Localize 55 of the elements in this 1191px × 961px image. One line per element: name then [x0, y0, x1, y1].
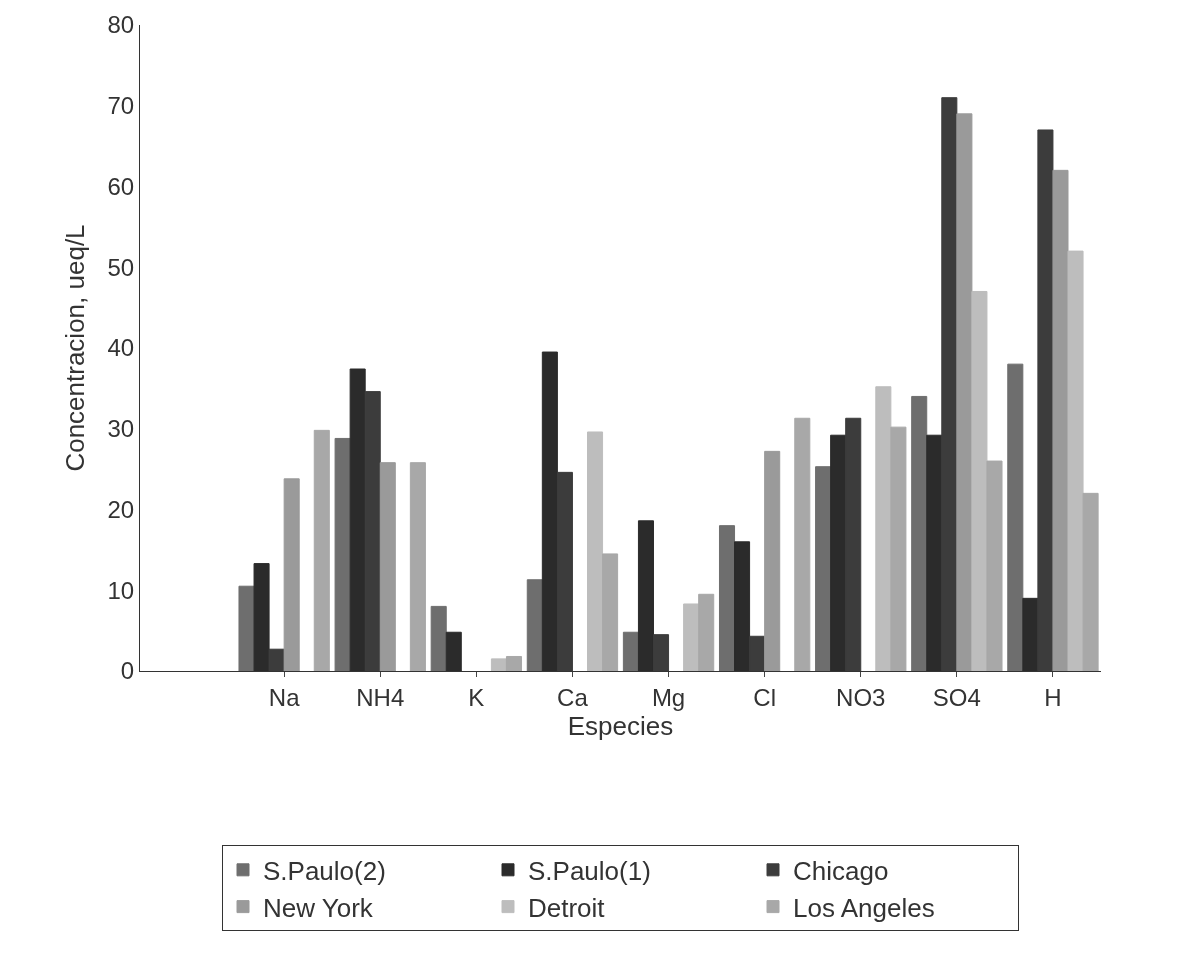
bar	[764, 450, 781, 671]
bar	[283, 478, 300, 671]
bar	[526, 579, 543, 671]
bar	[1067, 250, 1084, 671]
y-tick-label: 10	[107, 576, 135, 604]
bar	[409, 462, 426, 671]
bar	[313, 429, 330, 671]
bar	[718, 525, 736, 671]
x-axis-title: Especies	[567, 710, 674, 741]
x-tick-label: Cl	[753, 683, 776, 711]
legend-label: S.Paulo(1)	[528, 855, 651, 886]
bar	[986, 460, 1003, 671]
y-tick-label: 0	[120, 657, 135, 685]
bar	[890, 426, 907, 671]
bar	[505, 655, 523, 671]
bar	[587, 431, 604, 671]
legend-label: Chicago	[793, 855, 889, 886]
x-tick-label: NO3	[836, 683, 886, 711]
y-tick-label: 30	[107, 415, 135, 443]
legend-label: S.Paulo(2)	[263, 855, 386, 886]
x-tick-label: SO4	[932, 683, 981, 711]
bar	[794, 417, 811, 671]
x-tick-label: Na	[268, 683, 301, 711]
x-tick-label: H	[1044, 683, 1062, 711]
bar	[1082, 492, 1099, 671]
x-tick-label: K	[468, 683, 485, 711]
bar	[1052, 169, 1069, 671]
y-tick-label: 60	[107, 172, 135, 200]
legend-label: Detroit	[528, 892, 606, 923]
bar	[698, 593, 715, 671]
x-tick-label: Ca	[557, 683, 589, 711]
bar	[430, 605, 447, 671]
y-tick-label: 20	[107, 495, 135, 523]
bar	[490, 658, 507, 671]
bar	[683, 603, 700, 671]
bar	[875, 386, 892, 671]
bar	[379, 462, 396, 671]
bar	[911, 395, 928, 671]
y-tick-label: 50	[107, 253, 135, 281]
bar	[815, 466, 832, 671]
y-axis-title: Concentracion, ueq/L	[59, 224, 90, 472]
bar	[956, 113, 973, 671]
bar	[622, 631, 639, 671]
legend-label: Los Angeles	[793, 892, 935, 923]
bar	[1007, 363, 1024, 671]
bar	[238, 585, 255, 671]
bar	[602, 553, 619, 671]
x-tick-label: NH4	[356, 683, 405, 711]
y-tick-label: 80	[107, 11, 135, 39]
y-tick-label: 70	[107, 92, 135, 120]
bar	[334, 437, 351, 671]
y-tick-label: 40	[107, 334, 135, 362]
legend-label: New York	[263, 892, 374, 923]
bar	[971, 290, 988, 671]
x-tick-label: Mg	[651, 683, 686, 711]
